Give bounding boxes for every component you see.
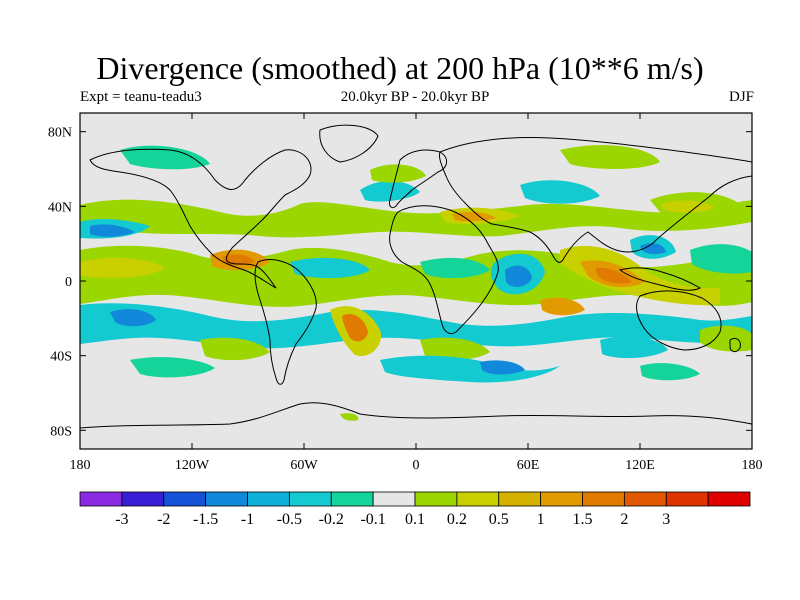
x-tick-label: 180 [742,458,763,473]
anomaly-patch [90,224,135,237]
y-tick-label: 40S [50,350,72,365]
new-zealand-coastline [729,337,741,353]
colorbar-label: 0.2 [447,511,467,528]
colorbar-swatch [498,491,542,507]
colorbar-label: -1.5 [193,511,218,528]
anomaly-patch [595,267,632,284]
anomaly-patch [640,363,700,381]
anomaly-patch [640,243,666,255]
indonesia-coastline [618,267,702,291]
colorbar-label: 2 [620,511,628,528]
north-america-coastline [89,148,312,289]
colorbar-label: -3 [115,511,128,528]
chart-title: Divergence (smoothed) at 200 hPa (10**6 … [96,50,704,86]
colorbar-swatch [288,491,332,507]
colorbar-label: -2 [157,511,170,528]
antarctica-coastline [80,402,752,429]
colorbar-swatch [414,491,458,507]
colorbar-swatch [582,491,625,507]
x-tick-label: 180 [70,458,91,473]
colorbar-label: 3 [662,511,670,528]
anomaly-patch [290,257,370,279]
colorbar-swatch [456,491,500,507]
anomaly-patch [80,257,165,278]
anomaly-patch [370,164,426,183]
x-tick-label: 60E [517,458,540,473]
colorbar-swatch [79,491,123,507]
map-axes: 180 120W 60W 0 60E 120E 180 80N 40N 0 40S 80S [48,113,763,473]
colorbar-label: -0.2 [319,511,344,528]
colorbar-swatch [372,491,416,507]
australia-coastline [636,290,722,351]
coastlines [80,124,752,429]
africa-coastline [389,205,499,335]
y-tick-label: 40N [48,200,72,215]
anomaly-patch [452,211,496,222]
colorbar-swatch [330,491,374,507]
x-tick-label: 60W [290,458,318,473]
x-tick-label: 120E [625,458,655,473]
anomaly-patch [110,309,156,327]
anomaly-patch [700,325,752,352]
colorbar-swatch [623,491,667,507]
experiment-label: Expt = teanu-teadu3 [80,89,202,105]
anomaly-patch [520,180,600,204]
colorbar-swatch [247,491,290,507]
anomaly-patch [560,145,660,169]
season-label: DJF [728,89,754,105]
colorbar-label: -0.1 [360,511,385,528]
anomaly-patch [120,145,210,170]
anomaly-patch [380,355,560,383]
divergence-field [80,145,752,421]
anomaly-patch [690,244,752,274]
y-tick-label: 80S [50,424,72,439]
greenland-coastline [319,124,379,163]
colorbar-swatch [665,491,709,507]
colorbar-label: 0.1 [405,511,425,528]
time-range-label: 20.0kyr BP - 20.0kyr BP [340,89,490,105]
colorbar-swatch [540,491,583,507]
anomaly-patch [420,257,490,279]
anomaly-patch [505,265,532,287]
colorbar-label: 0.5 [489,511,509,528]
colorbar-swatch [163,491,207,507]
colorbar-swatch [205,491,248,507]
x-tick-label: 0 [413,458,420,473]
colorbar-label: -1 [241,511,254,528]
south-america-coastline [254,259,317,385]
colorbar-label: 1.5 [573,511,593,528]
anomaly-patch [340,413,359,421]
anomaly-patch [342,313,368,342]
colorbar: -3 -2 -1.5 -1 -0.5 -0.2 -0.1 0.1 0.2 0.5 1 1.5 2 3 [79,491,751,528]
anomaly-patch [480,360,525,375]
anomaly-patch [420,337,490,361]
y-tick-label: 0 [65,275,72,290]
anomaly-patch [80,199,752,238]
colorbar-swatch [121,491,165,507]
colorbar-label: 1 [537,511,545,528]
anomaly-patch [200,337,270,361]
colorbar-label: -0.5 [277,511,302,528]
asia-coastline [439,137,752,263]
x-tick-label: 120W [175,458,210,473]
y-tick-label: 80N [48,126,72,141]
anomaly-patch [80,303,752,349]
anomaly-patch [540,297,585,316]
anomaly-patch [600,336,668,359]
colorbar-swatch [707,491,751,507]
anomaly-patch [130,357,215,378]
